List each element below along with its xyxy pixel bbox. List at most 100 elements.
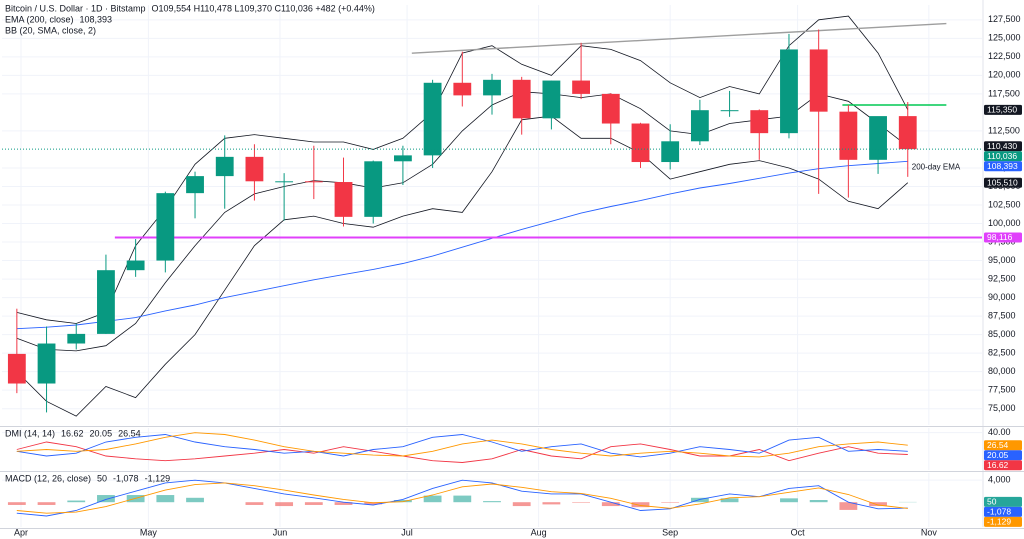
candle-body: [97, 270, 115, 334]
histogram-bar: [780, 498, 798, 503]
histogram-bar: [690, 497, 709, 503]
bb-lower: [16, 115, 909, 417]
price-tag: [984, 450, 1022, 461]
legend-text: -1,078: [113, 473, 139, 483]
candle-body: [67, 333, 86, 344]
price-tag: [984, 460, 1022, 471]
candle-body: [809, 49, 828, 112]
price-tag: [984, 506, 1022, 517]
price-tag-label: 16.62: [987, 460, 1009, 470]
y-tick-label: 125,000: [988, 33, 1021, 43]
legend-text: 108,393: [80, 14, 113, 24]
legend-text: MACD (12, 26, close): [5, 473, 91, 483]
y-tick-label: 95,000: [988, 255, 1016, 265]
price-tag: [984, 232, 1022, 243]
y-tick-label: 112,500: [988, 125, 1020, 135]
x-tick-label: Jun: [273, 527, 288, 537]
y-tick-label: 102,500: [988, 199, 1021, 209]
candle-body: [364, 161, 383, 217]
price-tag-label: 110,430: [987, 141, 1017, 151]
candle-body: [394, 155, 412, 162]
legend-text: 26.54: [118, 428, 141, 438]
y-tick-label: 40.00: [988, 427, 1011, 437]
candle-body: [304, 181, 323, 183]
candle-body: [780, 49, 798, 134]
histogram-bar: [720, 498, 739, 503]
indicator-line: [16, 482, 908, 514]
y-tick-label: 122,500: [988, 51, 1021, 61]
histogram-bar: [423, 495, 442, 503]
legend-text: 20.05: [90, 428, 113, 438]
histogram-bar: [572, 502, 590, 503]
price-tag-label: -1,129: [987, 517, 1011, 527]
y-tick-label: 87,500: [988, 310, 1016, 320]
x-tick-label: Aug: [531, 527, 547, 537]
candle-body: [631, 123, 650, 163]
histogram-bar: [601, 502, 620, 507]
x-tick-label: Apr: [14, 527, 28, 537]
candle-body: [542, 80, 561, 119]
price-tag: [984, 141, 1022, 152]
y-tick-label: 117,500: [988, 88, 1020, 98]
price-tag: [984, 516, 1022, 527]
candle-body: [483, 79, 501, 96]
price-tag-label: 20.05: [987, 450, 1009, 460]
candle-body: [601, 93, 620, 124]
price-tag: [984, 104, 1022, 115]
candle-body: [750, 110, 769, 134]
price-tag: [984, 177, 1022, 188]
legend-text: 50: [97, 473, 107, 483]
y-tick-label: 92,500: [988, 273, 1016, 283]
candle-body: [334, 182, 353, 217]
histogram-bar: [512, 502, 531, 507]
histogram-bar: [869, 502, 887, 507]
indicator-line: [16, 441, 908, 463]
y-tick-label: 100,000: [988, 218, 1021, 228]
price-tag-label: -1,078: [987, 507, 1011, 517]
histogram-bar: [67, 500, 86, 503]
y-tick-label: 75,000: [988, 403, 1016, 413]
candle-body: [215, 156, 234, 177]
histogram-bar: [542, 502, 561, 505]
y-tick-label: 80,000: [988, 366, 1016, 376]
x-tick-label: Jul: [401, 527, 413, 537]
legend-text: Bitcoin / U.S. Dollar · 1D · Bitstamp: [5, 3, 146, 13]
price-tag-label: 108,393: [987, 161, 1018, 171]
y-tick-label: 82,500: [988, 348, 1016, 358]
y-tick-label: 120,000: [988, 70, 1021, 80]
histogram-bar: [394, 500, 412, 503]
price-tag-label: 105,510: [987, 177, 1018, 187]
x-tick-label: Oct: [791, 527, 806, 537]
histogram-bar: [186, 497, 204, 503]
candle-body: [126, 260, 145, 271]
price-tag: [984, 440, 1022, 451]
y-tick-label: 127,500: [988, 14, 1021, 24]
histogram-bar: [631, 502, 650, 508]
histogram-bar: [245, 502, 264, 505]
histogram-bar: [809, 500, 828, 503]
histogram-bar: [453, 495, 472, 503]
x-tick-label: May: [140, 527, 158, 537]
price-tag-label: 26.54: [987, 440, 1009, 450]
indicator-line: [16, 434, 908, 458]
candle-body: [156, 193, 175, 261]
annotation: 200-day EMA: [912, 162, 961, 171]
y-tick-label: 85,000: [988, 329, 1016, 339]
legend-text: -1,129: [145, 473, 171, 483]
histogram-bar: [364, 502, 383, 505]
histogram-bar: [334, 502, 353, 505]
candle-body: [898, 116, 917, 150]
indicator-line: [16, 432, 908, 458]
candle-body: [453, 82, 472, 96]
trendline: [411, 22, 947, 54]
legend-text: BB (20, SMA, close, 2): [5, 25, 96, 35]
price-tag: [984, 496, 1022, 507]
price-tag: [984, 161, 1022, 172]
candle-body: [690, 110, 709, 142]
candle-body: [720, 110, 739, 112]
price-tag-label: 50: [987, 497, 997, 507]
candle-body: [572, 80, 590, 94]
histogram-bar: [156, 495, 175, 503]
